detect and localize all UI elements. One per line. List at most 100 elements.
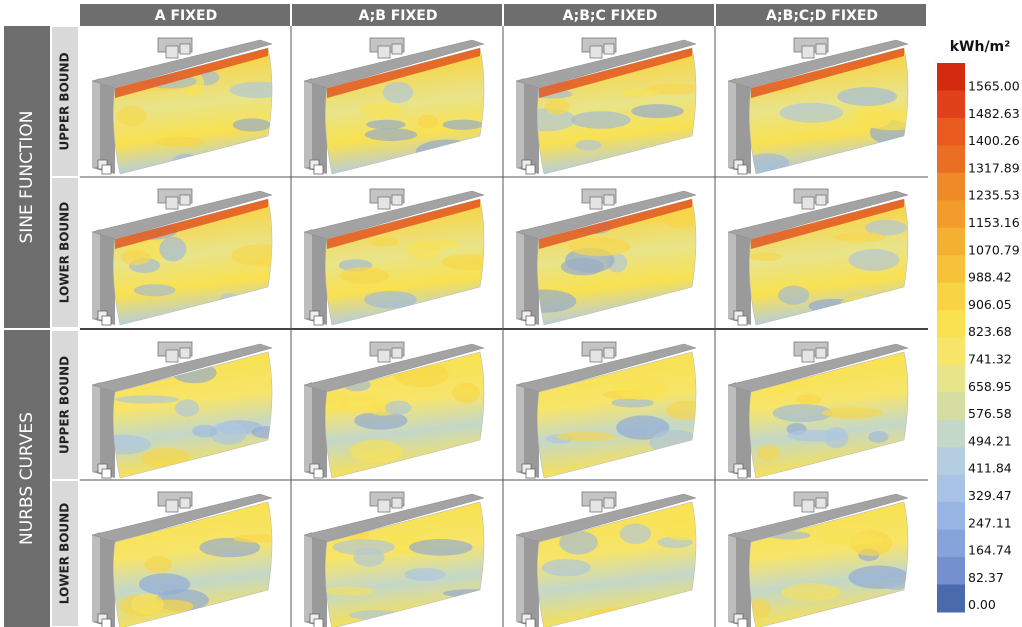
render-patch [841, 296, 879, 311]
legend-label: 1565.00 [968, 79, 1020, 94]
panel-render [92, 342, 282, 478]
render-patch [635, 603, 670, 620]
render-patch [620, 524, 651, 544]
render-block [166, 350, 178, 362]
render-post [304, 229, 312, 319]
legend-swatch [937, 145, 965, 173]
render-block [392, 44, 402, 54]
render-cube [102, 469, 111, 478]
legend-swatch [937, 200, 965, 228]
render-patch [542, 559, 591, 576]
legend-swatch [937, 420, 965, 448]
render-post [92, 532, 100, 622]
render-block [590, 350, 602, 362]
row-label: UPPER BOUND [58, 356, 72, 454]
render-patch [571, 111, 631, 129]
column-header: A FIXED [155, 8, 217, 24]
row-label: LOWER BOUND [58, 202, 72, 303]
render-block [604, 348, 614, 358]
render-patch [588, 608, 647, 624]
render-patch [745, 153, 789, 173]
legend-label: 1482.63 [968, 106, 1020, 121]
render-block [180, 348, 190, 358]
legend-label: 1235.53 [968, 188, 1020, 203]
render-post [516, 229, 524, 319]
render-post [304, 532, 312, 622]
render-patch [781, 583, 841, 601]
render-block [802, 500, 814, 512]
render-post [728, 229, 736, 319]
render-block [604, 44, 614, 54]
panel-render [728, 38, 925, 174]
panel-render [304, 38, 484, 174]
render-patch [385, 401, 412, 415]
legend-swatch [937, 475, 965, 503]
legend-label: 823.68 [968, 324, 1012, 339]
render-block [378, 500, 390, 512]
render-patch [796, 394, 821, 404]
panel-render [513, 189, 698, 325]
render-patch [360, 102, 402, 118]
render-patch [141, 448, 190, 469]
render-facade [325, 352, 484, 478]
render-block [590, 197, 602, 209]
panel-render [304, 492, 504, 627]
figure: A FIXEDA;B FIXEDA;B;C FIXEDA;B;C;D FIXED… [0, 0, 1022, 627]
legend-label: 247.11 [968, 515, 1012, 530]
render-patch [443, 589, 504, 598]
legend-label: 988.42 [968, 270, 1012, 285]
render-post [92, 229, 100, 319]
render-patch [121, 250, 151, 265]
render-block [378, 197, 390, 209]
legend-swatch [937, 585, 965, 613]
render-block [392, 195, 402, 205]
legend-label: 0.00 [968, 597, 996, 612]
row-group-label: SINE FUNCTION [17, 111, 37, 244]
render-block [180, 195, 190, 205]
legend-swatch [937, 255, 965, 283]
legend-unit: kWh/m² [950, 39, 1011, 55]
render-patch [333, 539, 395, 555]
render-patch [349, 610, 402, 620]
render-patch [569, 238, 631, 257]
render-patch [868, 431, 888, 443]
render-block [166, 500, 178, 512]
render-cube [314, 469, 323, 478]
render-block [816, 498, 826, 508]
render-post [516, 532, 524, 622]
render-patch [172, 154, 200, 170]
render-block [590, 46, 602, 58]
legend-swatch [937, 365, 965, 393]
render-patch [338, 395, 389, 413]
render-patch [556, 432, 616, 442]
render-patch [231, 244, 293, 266]
render-patch [666, 401, 708, 420]
legend-swatch [937, 530, 965, 558]
render-patch [608, 461, 671, 474]
render-block [378, 46, 390, 58]
render-facade [749, 502, 908, 627]
render-patch [757, 445, 780, 461]
render-cube [526, 316, 535, 325]
render-patch [631, 104, 684, 118]
render-patch [416, 139, 479, 164]
render-post [304, 382, 312, 472]
render-facade [325, 502, 484, 627]
render-cube [314, 165, 323, 174]
render-block [802, 350, 814, 362]
render-cube [738, 165, 747, 174]
legend-label: 576.58 [968, 406, 1012, 421]
legend-swatch [937, 392, 965, 420]
render-patch [139, 573, 190, 595]
render-cube [314, 316, 323, 325]
panel-render [516, 38, 703, 174]
render-patch [115, 395, 179, 403]
legend-label: 1317.89 [968, 160, 1020, 175]
legend-label: 1153.16 [968, 215, 1020, 230]
render-cube [102, 316, 111, 325]
render-post [92, 382, 100, 472]
render-patch [409, 539, 472, 556]
render-facade [325, 48, 484, 174]
render-patch [144, 556, 172, 573]
render-patch [159, 237, 186, 262]
